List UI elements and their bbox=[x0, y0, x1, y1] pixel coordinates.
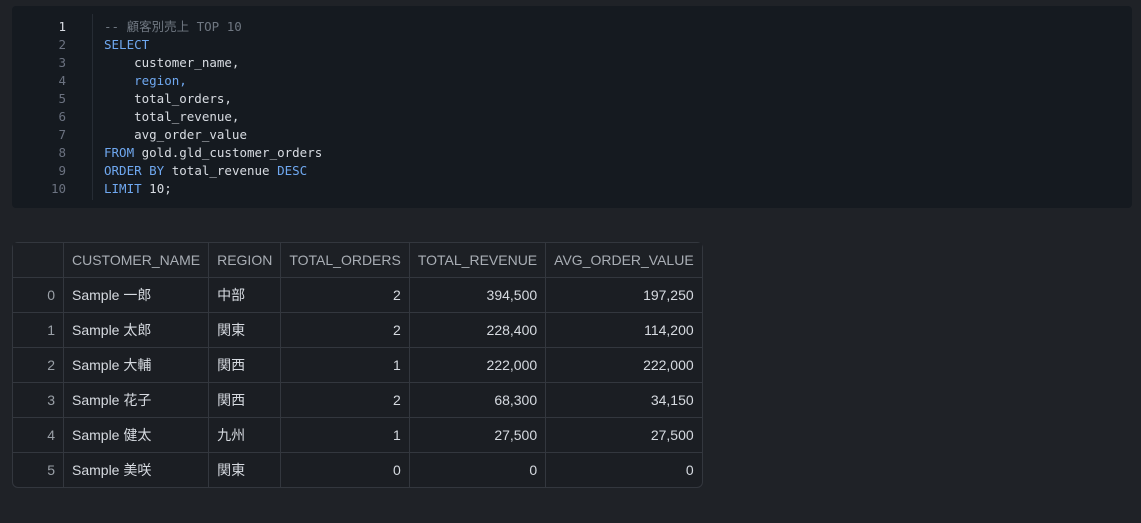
line-number: 8 bbox=[58, 145, 66, 160]
code-token: region, bbox=[104, 73, 187, 88]
table-cell: 34,150 bbox=[546, 383, 702, 418]
code-line: avg_order_value bbox=[92, 126, 322, 144]
table-cell: 222,000 bbox=[409, 348, 547, 383]
code-lines: -- 顧客別売上 TOP 10 SELECT customer_name, reg… bbox=[92, 18, 322, 198]
row-index: 0 bbox=[13, 278, 64, 313]
table-cell: 中部 bbox=[209, 278, 282, 313]
table-cell: Sample 美咲 bbox=[64, 453, 210, 487]
table-cell: Sample 大輔 bbox=[64, 348, 210, 383]
code-token: total_orders, bbox=[104, 91, 232, 106]
line-number: 4 bbox=[58, 73, 66, 88]
table-cell: 1 bbox=[281, 418, 410, 453]
line-number: 9 bbox=[58, 163, 66, 178]
table-row: 4 Sample 健太 九州 1 27,500 27,500 bbox=[13, 418, 702, 453]
line-number: 6 bbox=[58, 109, 66, 124]
line-number: 7 bbox=[58, 127, 66, 142]
table-cell: 関西 bbox=[209, 383, 282, 418]
code-line: SELECT bbox=[92, 36, 322, 54]
table-cell: 27,500 bbox=[409, 418, 547, 453]
column-header[interactable]: TOTAL_REVENUE bbox=[409, 243, 547, 278]
row-index: 1 bbox=[13, 313, 64, 348]
table-cell: 1 bbox=[281, 348, 410, 383]
table-cell: 関西 bbox=[209, 348, 282, 383]
table-cell: 九州 bbox=[209, 418, 282, 453]
column-header[interactable]: REGION bbox=[209, 243, 282, 278]
row-index: 4 bbox=[13, 418, 64, 453]
table-cell: 0 bbox=[685, 462, 694, 478]
table-cell: 0 bbox=[281, 453, 410, 487]
table-cell: 68,300 bbox=[409, 383, 547, 418]
table-row: 1 Sample 太郎 関東 2 228,400 114,200 bbox=[13, 313, 702, 348]
row-index: 5 bbox=[13, 453, 64, 487]
code-line: customer_name, bbox=[92, 54, 322, 72]
table-cell: Sample 太郎 bbox=[64, 313, 210, 348]
code-token: avg_order_value bbox=[104, 127, 247, 142]
table-row: 3 Sample 花子 関西 2 68,300 34,150 bbox=[13, 383, 702, 418]
table-cell: 2 bbox=[281, 383, 410, 418]
header-row: CUSTOMER_NAME REGION TOTAL_ORDERS TOTAL_REV… bbox=[13, 243, 702, 278]
line-number: 2 bbox=[58, 37, 66, 52]
code-token: DESC bbox=[277, 163, 308, 178]
table-row: 5 Sample 美咲 関東 0 0 0 bbox=[13, 453, 702, 487]
code-line: -- 顧客別売上 TOP 10 bbox=[92, 18, 322, 36]
code-token: customer_name, bbox=[104, 55, 240, 70]
line-number: 1 bbox=[58, 19, 66, 34]
column-header[interactable]: AVG_ORDER_VALUE bbox=[546, 243, 702, 278]
table-cell: 228,400 bbox=[409, 313, 547, 348]
gutter-separator bbox=[92, 14, 93, 200]
line-number: 3 bbox=[58, 55, 66, 70]
row-index: 2 bbox=[13, 348, 64, 383]
table-cell: 2 bbox=[281, 278, 410, 313]
code-token: gold.gld_customer_orders bbox=[134, 145, 323, 160]
line-number: 10 bbox=[50, 181, 66, 196]
code-line: FROM gold.gld_customer_orders bbox=[92, 144, 322, 162]
table-cell: 394,500 bbox=[409, 278, 547, 313]
table-cell: 関東 bbox=[209, 453, 282, 487]
table-cell: 0 bbox=[410, 453, 547, 487]
row-index: 3 bbox=[13, 383, 64, 418]
table-cell: 2 bbox=[281, 313, 410, 348]
table-cell: 197,250 bbox=[546, 278, 702, 313]
code-line: region, bbox=[92, 72, 322, 90]
column-header[interactable]: TOTAL_ORDERS bbox=[281, 243, 410, 278]
index-header bbox=[13, 243, 64, 278]
code-token: SELECT bbox=[104, 37, 150, 52]
table-cell: 114,200 bbox=[546, 313, 702, 348]
code-token: total_revenue, bbox=[104, 109, 240, 124]
code-token: total_revenue bbox=[164, 163, 278, 178]
line-gutter: 1 2 3 4 5 6 7 8 9 10 bbox=[12, 18, 66, 198]
column-header[interactable]: CUSTOMER_NAME bbox=[64, 243, 210, 278]
code-line: total_revenue, bbox=[92, 108, 322, 126]
code-line: total_orders, bbox=[92, 90, 322, 108]
code-line: LIMIT 10; bbox=[92, 180, 322, 198]
table-cell: Sample 健太 bbox=[64, 418, 210, 453]
code-token: ORDER BY bbox=[104, 163, 165, 178]
table-row: 2 Sample 大輔 関西 1 222,000 222,000 bbox=[13, 348, 702, 383]
result-table: CUSTOMER_NAME REGION TOTAL_ORDERS TOTAL_REV… bbox=[12, 242, 703, 488]
table-cell: 関東 bbox=[209, 313, 282, 348]
code-token: 10; bbox=[141, 181, 172, 196]
table-cell: Sample 一郎 bbox=[64, 278, 210, 313]
code-token: -- 顧客別売上 TOP 10 bbox=[104, 19, 242, 34]
code-editor[interactable]: 1 2 3 4 5 6 7 8 9 10 -- 顧客別売上 TOP 10 SELECT custom… bbox=[12, 6, 1132, 208]
table-cell: 27,500 bbox=[546, 418, 702, 453]
table-cell: Sample 花子 bbox=[64, 383, 210, 418]
code-token: LIMIT bbox=[104, 181, 142, 196]
code-line: ORDER BY total_revenue DESC bbox=[92, 162, 322, 180]
code-token: FROM bbox=[104, 145, 135, 160]
table-cell: 222,000 bbox=[546, 348, 702, 383]
table-row: 0 Sample 一郎 中部 2 394,500 197,250 bbox=[13, 278, 702, 313]
line-number: 5 bbox=[58, 91, 66, 106]
